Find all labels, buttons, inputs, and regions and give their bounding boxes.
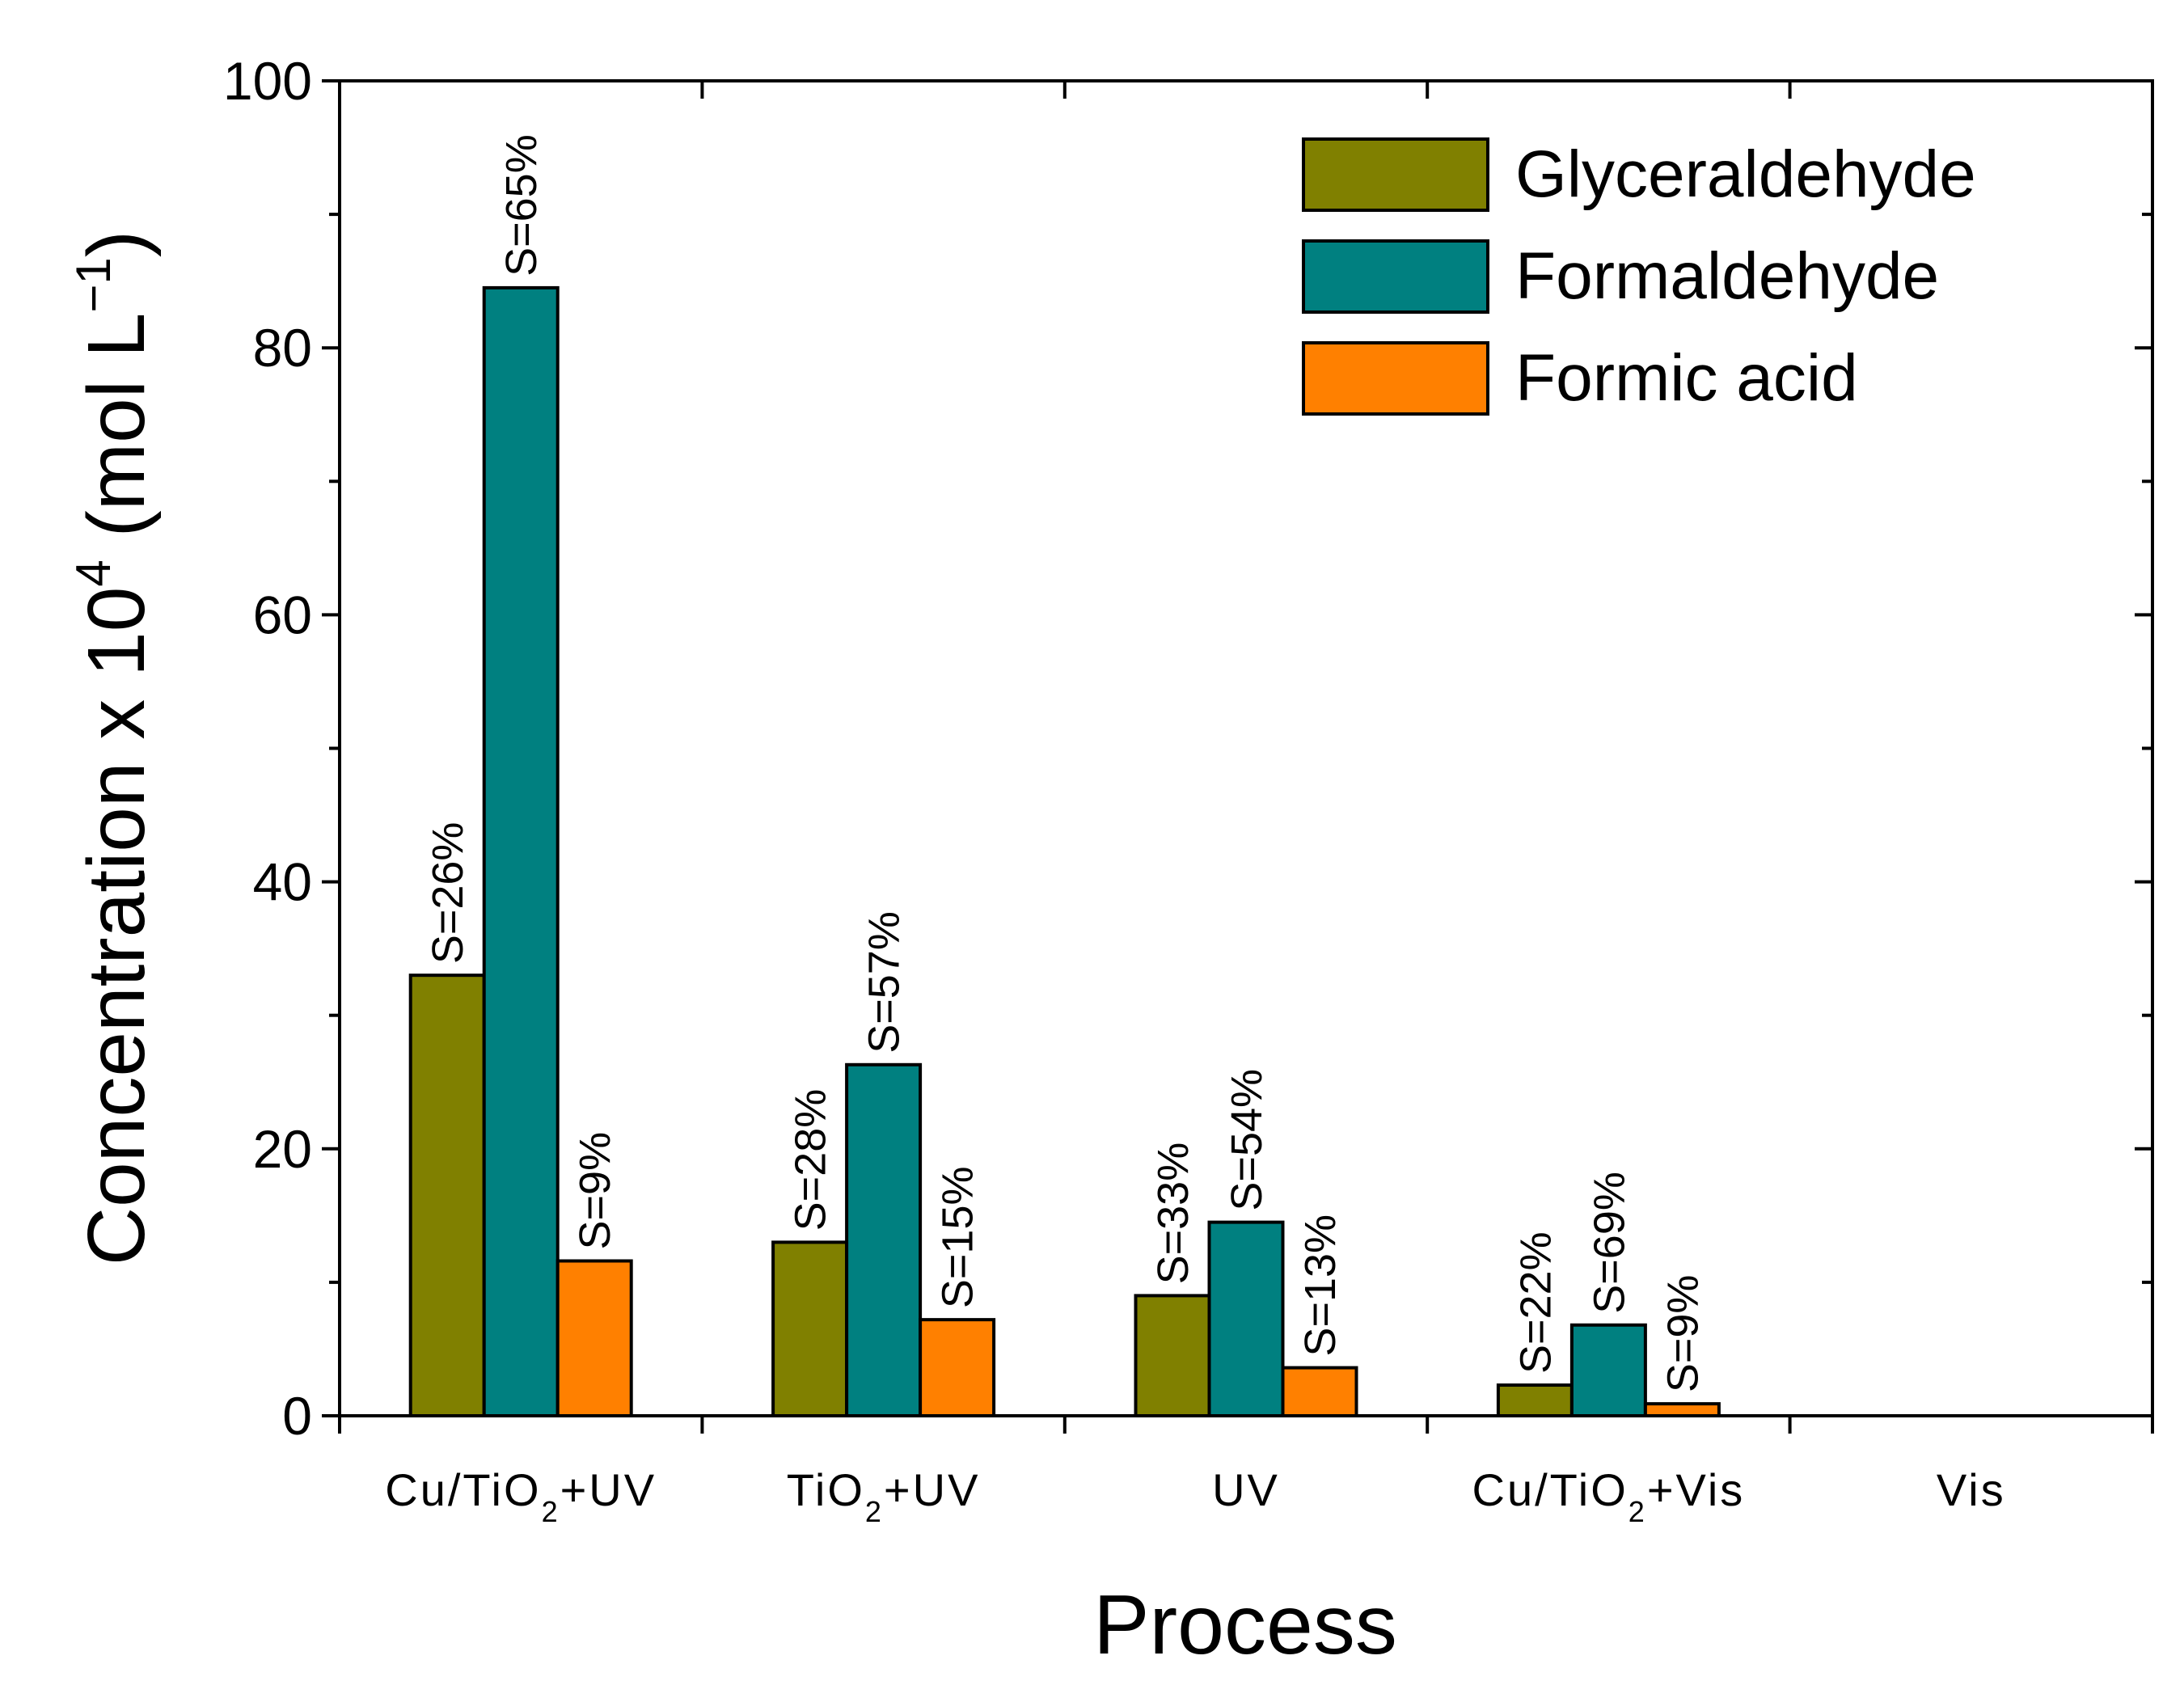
legend: Glyceraldehyde Formaldehyde Formic acid	[1302, 137, 1976, 416]
bar-formic-acid	[919, 1318, 996, 1418]
y-tick-label: 40	[253, 852, 312, 912]
bar-label-glyceraldehyde: S=26%	[424, 822, 472, 965]
bar-label-formic-acid: S=15%	[934, 1166, 982, 1308]
legend-label-glyceraldehyde: Glyceraldehyde	[1515, 137, 1976, 211]
bar-formaldehyde	[1207, 1220, 1285, 1417]
bar-label-glyceraldehyde: S=28%	[787, 1089, 835, 1231]
bar-glyceraldehyde	[1134, 1294, 1211, 1418]
legend-label-formic-acid: Formic acid	[1515, 341, 1858, 415]
bar-formic-acid	[1643, 1402, 1721, 1417]
bar-label-formic-acid: S=9%	[571, 1132, 619, 1250]
y-tick-label: 60	[253, 585, 312, 644]
bar-glyceraldehyde	[771, 1240, 849, 1417]
bar-glyceraldehyde	[1496, 1383, 1574, 1417]
bar-label-formic-acid: S=13%	[1296, 1214, 1345, 1357]
bar-formic-acid	[556, 1259, 633, 1418]
y-tick-label: 100	[223, 51, 312, 111]
legend-swatch-formic-acid	[1302, 341, 1489, 416]
bar-glyceraldehyde	[408, 974, 486, 1418]
x-category-label: TiO2+UV	[787, 1464, 981, 1528]
x-axis-title: Process	[1093, 1578, 1397, 1672]
x-category-label: UV	[1212, 1464, 1280, 1515]
x-category-label: Cu/TiO2+Vis	[1472, 1464, 1746, 1528]
bar-labels-layer: S=26% S=28% S=33% S=22% S=65% S=57% S=54% S=69%…	[424, 134, 1707, 1392]
bar-formic-acid	[1281, 1366, 1358, 1417]
bar-label-glyceraldehyde: S=33%	[1149, 1142, 1198, 1285]
legend-swatch-glyceraldehyde	[1302, 137, 1489, 212]
x-category-label: Cu/TiO2+UV	[385, 1464, 657, 1528]
plot-frame	[338, 79, 2154, 1417]
bar-formaldehyde	[1569, 1323, 1647, 1418]
bar-label-formaldehyde: S=54%	[1223, 1069, 1271, 1211]
bar-formaldehyde	[845, 1062, 923, 1417]
x-category-label: Vis	[1937, 1464, 2006, 1515]
ticks-layer	[322, 79, 2154, 1434]
bars-layer	[408, 285, 1721, 1418]
y-axis-title: Concentration x 104 (mol L−1)	[66, 230, 162, 1265]
y-tick-label: 80	[253, 318, 312, 378]
y-tick-label: 20	[253, 1119, 312, 1179]
bar-label-formaldehyde: S=69%	[1585, 1172, 1633, 1314]
bar-formaldehyde	[482, 285, 560, 1417]
y-tick-label: 0	[282, 1386, 312, 1446]
bar-label-glyceraldehyde: S=22%	[1511, 1231, 1560, 1374]
legend-swatch-formaldehyde	[1302, 239, 1489, 314]
bar-label-formaldehyde: S=65%	[497, 134, 546, 277]
axis-labels-layer: 0 20 40 60 80 100 Cu/TiO2+UV TiO2+UV UV Cu/TiO2+V…	[223, 51, 2006, 1528]
bar-label-formaldehyde: S=57%	[860, 911, 909, 1054]
bar-label-formic-acid: S=9%	[1658, 1275, 1707, 1393]
legend-label-formaldehyde: Formaldehyde	[1515, 239, 1939, 313]
